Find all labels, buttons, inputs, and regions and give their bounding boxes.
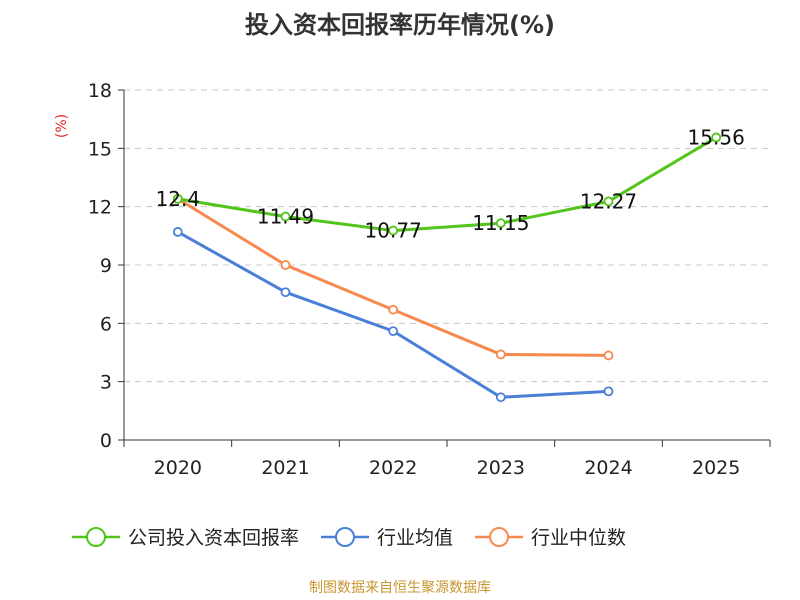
x-tick-label: 2024 [584, 457, 632, 479]
y-tick-label: 15 [88, 138, 112, 160]
data-point [280, 287, 291, 298]
x-tick-label: 2022 [369, 457, 417, 479]
y-tick-label: 6 [100, 313, 112, 335]
axes: 0 3 6 9 12 15 18 2020 2021 2022 2023 2024 2025 [88, 80, 771, 479]
source-note: 制图数据来自恒生聚源数据库 [309, 580, 491, 596]
legend-swatch-marker [86, 527, 106, 547]
data-label: 11.49 [257, 205, 314, 229]
data-point [495, 218, 506, 229]
legend-label: 行业中位数 [531, 527, 626, 549]
data-point [711, 132, 722, 143]
data-point [388, 225, 399, 236]
data-point [603, 196, 614, 207]
y-tick-label: 9 [100, 255, 112, 277]
data-label: 12.27 [580, 189, 637, 213]
chart-title: 投入资本回报率历年情况(%) [245, 11, 555, 39]
data-point [172, 227, 183, 237]
legend-label: 行业均值 [377, 527, 453, 549]
data-label: 10.77 [365, 219, 422, 243]
data-point [172, 193, 183, 204]
data-point [388, 326, 399, 337]
data-labels: 12.4 11.49 10.77 11.15 12.27 15.56 [156, 125, 745, 242]
data-point [280, 211, 291, 222]
x-tick-label: 2021 [261, 457, 309, 479]
y-tick-label: 3 [100, 372, 112, 394]
x-tick-label: 2020 [154, 457, 202, 479]
legend-item[interactable]: 公司投入资本回报率 [72, 527, 299, 549]
series-line [176, 135, 718, 233]
legend-item[interactable]: 行业均值 [321, 527, 453, 549]
legend-swatch-marker [489, 527, 510, 547]
y-tick-label: 18 [88, 80, 112, 102]
y-tick-label: 0 [100, 430, 112, 452]
data-point [495, 392, 506, 403]
x-tick-label: 2023 [477, 457, 525, 479]
data-point [280, 260, 291, 270]
data-point [603, 350, 614, 361]
legend-item[interactable]: 行业中位数 [475, 527, 626, 549]
y-tick-label: 12 [88, 197, 112, 219]
grid [124, 89, 770, 383]
series [172, 132, 722, 403]
data-point [603, 386, 614, 397]
data-label: 12.4 [156, 187, 201, 211]
legend[interactable]: 公司投入资本回报率 行业均值 行业中位数 [72, 527, 626, 549]
legend-label: 公司投入资本回报率 [128, 527, 299, 549]
legend-swatch-marker [335, 527, 356, 547]
y-axis-unit: (%) [54, 114, 70, 138]
data-label: 11.15 [472, 211, 529, 235]
data-label: 15.56 [688, 125, 745, 149]
data-point [495, 349, 506, 360]
data-point [388, 304, 399, 315]
x-tick-label: 2025 [692, 457, 740, 479]
